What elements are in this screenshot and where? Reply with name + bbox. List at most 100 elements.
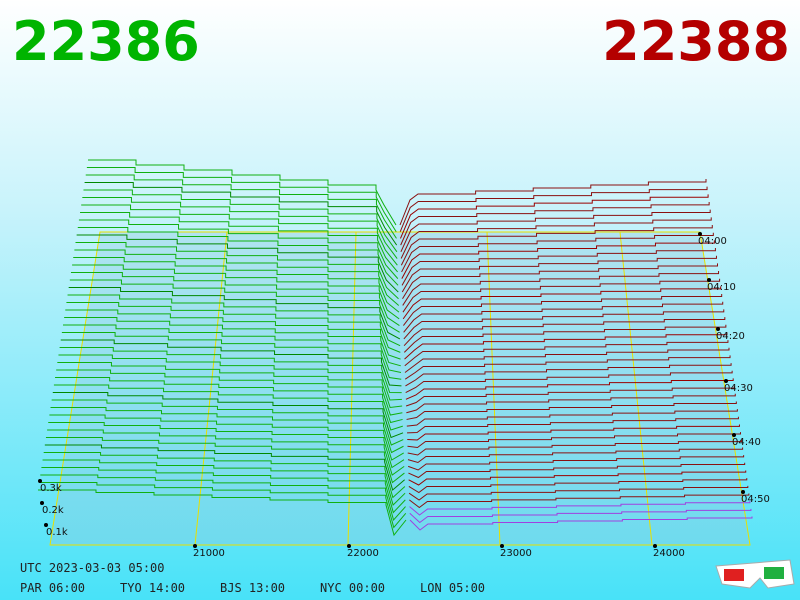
ask-line: [400, 217, 712, 259]
clock: TYO 14:00: [120, 581, 185, 595]
ask-line: [406, 409, 738, 427]
bid-line: [68, 287, 401, 340]
ask-line: [402, 263, 718, 300]
ask-line: [406, 393, 736, 414]
bid-line: [44, 444, 405, 491]
ask-line: [399, 194, 709, 239]
utc-time: UTC 2023-03-03 05:00: [20, 561, 165, 575]
bid-line: [66, 302, 401, 353]
floor: [49, 231, 751, 546]
bid-line: [88, 159, 397, 226]
ask-line: [409, 508, 752, 524]
clock: LON 05:00: [420, 581, 485, 595]
bid-line: [76, 234, 399, 293]
bid-line: [61, 332, 402, 380]
ask-line: [408, 478, 748, 494]
ask-line: [408, 455, 745, 471]
ask-line: [405, 386, 735, 407]
bid-line: [59, 347, 402, 394]
bid-price: 22386: [12, 10, 200, 73]
time-tick: [741, 490, 745, 494]
price-tick: [347, 544, 351, 548]
price-tick: [500, 544, 504, 548]
bid-line: [77, 227, 399, 286]
ask-line: [404, 332, 728, 360]
time-tick: [732, 433, 736, 437]
time-tick: [707, 278, 711, 282]
bid-line: [84, 182, 398, 246]
bid-line: [39, 482, 407, 529]
bid-line: [57, 362, 403, 409]
ask-line: [403, 324, 727, 353]
bid-line: [67, 294, 401, 347]
bid-line: [38, 489, 407, 537]
ask-line: [405, 363, 732, 387]
clock: NYC 00:00: [320, 581, 385, 595]
depth-label: 0.2k: [42, 505, 64, 516]
time-label: 04:10: [707, 282, 736, 293]
ask-line: [404, 340, 729, 367]
price-label: 23000: [500, 548, 532, 559]
ask-line: [401, 248, 716, 286]
clock: BJS 13:00: [220, 581, 285, 595]
ask-line: [407, 424, 740, 441]
bid-line: [51, 399, 404, 446]
bid-line: [52, 392, 404, 439]
bid-line: [53, 384, 403, 431]
ask-line: [405, 370, 733, 394]
depth-tick: [44, 523, 48, 527]
ask-line: [402, 286, 722, 320]
ask-line: [400, 202, 710, 246]
grid-line: [347, 231, 357, 546]
ask-line: [408, 485, 749, 501]
ask-line: [402, 278, 721, 313]
bid-line: [56, 369, 403, 416]
time-label: 04:50: [741, 494, 770, 505]
time-label: 04:20: [716, 331, 745, 342]
ask-line: [403, 294, 723, 326]
depth-tick: [40, 501, 44, 505]
ask-line: [407, 416, 739, 434]
grid-line: [194, 231, 228, 546]
ask-line: [401, 240, 715, 279]
ask-line: [407, 447, 744, 464]
ask-line: [402, 271, 720, 306]
bid-line: [86, 167, 397, 232]
price-label: 21000: [193, 548, 225, 559]
depth-label: 0.3k: [40, 483, 62, 494]
bid-line: [40, 474, 406, 522]
bid-line: [47, 429, 405, 476]
bid-line: [50, 407, 404, 454]
bid-line: [41, 467, 406, 514]
ask-line: [408, 470, 747, 486]
bid-line: [72, 264, 400, 320]
clock: PAR 06:00: [20, 581, 85, 595]
ask-line: [409, 493, 750, 509]
bid-line: [80, 212, 398, 273]
ask-line: [399, 179, 707, 226]
bid-line: [70, 272, 400, 326]
bid-line: [60, 339, 402, 387]
ask-line: [399, 186, 708, 232]
time-label: 04:30: [724, 383, 753, 394]
price-tick: [193, 544, 197, 548]
time-tick: [698, 232, 702, 236]
ask-line: [409, 516, 753, 531]
bid-line: [75, 242, 399, 300]
bid-line: [81, 204, 398, 266]
bid-line: [55, 377, 403, 424]
ask-line: [405, 378, 734, 400]
bid-line: [63, 324, 402, 373]
price-label: 22000: [347, 548, 379, 559]
ask-line: [404, 347, 730, 373]
ask-line: [406, 401, 737, 420]
time-tick: [724, 379, 728, 383]
bid-line: [85, 174, 397, 239]
ask-line: [409, 501, 751, 516]
ask-line: [407, 439, 743, 456]
ask-line: [408, 462, 746, 479]
bid-line: [83, 189, 398, 253]
bid-line: [65, 309, 401, 360]
bid-line: [82, 197, 398, 259]
